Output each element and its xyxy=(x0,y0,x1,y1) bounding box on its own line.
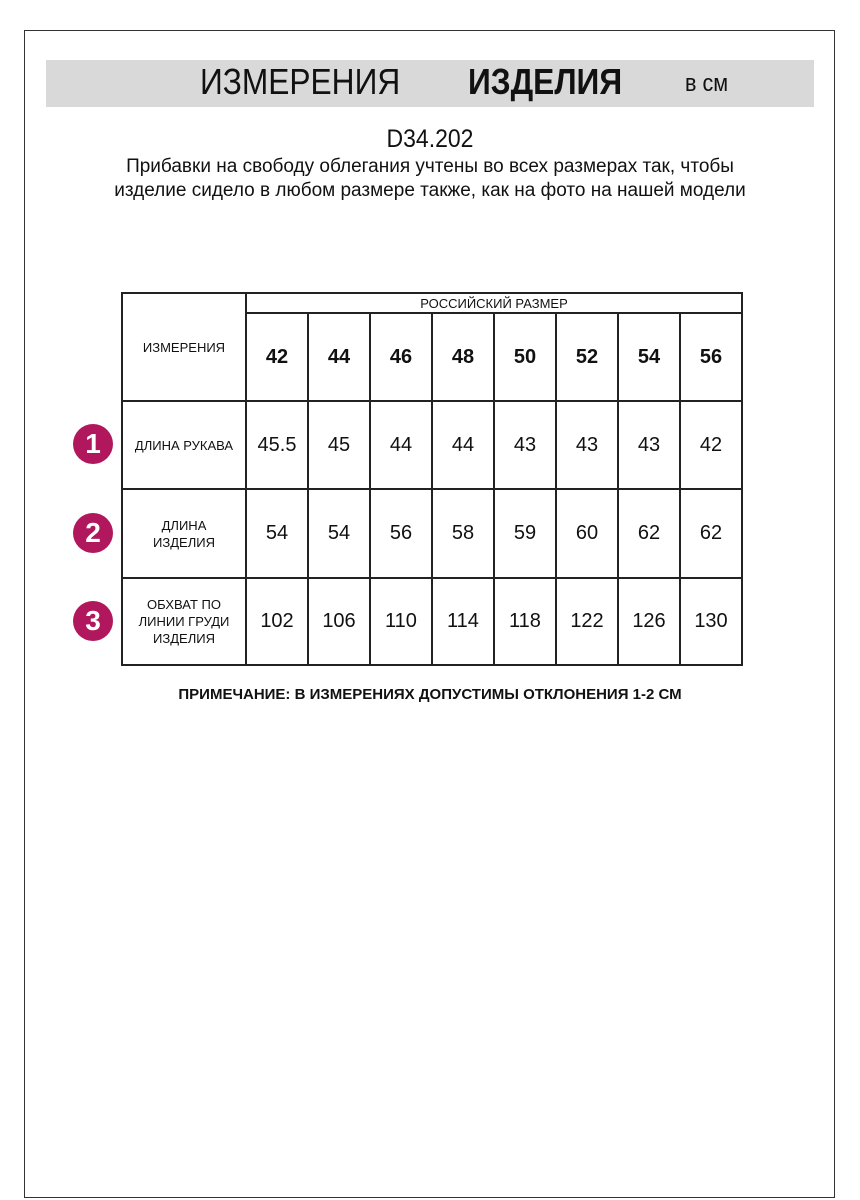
corner-label: ИЗМЕРЕНИЯ xyxy=(121,292,247,402)
title-regular: ИЗМЕРЕНИЯ xyxy=(200,61,401,102)
table-cell: 118 xyxy=(493,577,557,666)
table-cell: 110 xyxy=(369,577,433,666)
row-number-badge: 3 xyxy=(73,601,113,641)
table-cell: 62 xyxy=(679,488,743,579)
title-banner xyxy=(46,60,814,107)
table-cell: 54 xyxy=(245,488,309,579)
table-row: ДЛИНА ИЗДЕЛИЯ 54 54 56 58 59 60 62 62 xyxy=(121,488,743,579)
table-cell: 62 xyxy=(617,488,681,579)
table-cell: 44 xyxy=(369,400,433,490)
size-header: 42 xyxy=(245,312,309,402)
table-cell: 114 xyxy=(431,577,495,666)
table-cell: 130 xyxy=(679,577,743,666)
table-cell: 60 xyxy=(555,488,619,579)
row-number-badge: 1 xyxy=(73,424,113,464)
size-header: 48 xyxy=(431,312,495,402)
product-code: D34.202 xyxy=(386,125,474,153)
table-cell: 45 xyxy=(307,400,371,490)
table-cell: 43 xyxy=(493,400,557,490)
size-header: 46 xyxy=(369,312,433,402)
size-header: 44 xyxy=(307,312,371,402)
size-header: 54 xyxy=(617,312,681,402)
size-header: 52 xyxy=(555,312,619,402)
title-unit: в см xyxy=(685,70,729,97)
row-label: ДЛИНА РУКАВА xyxy=(121,400,247,490)
page-frame xyxy=(24,30,835,1198)
title-bold: ИЗДЕЛИЯ xyxy=(468,61,623,102)
description: Прибавки на свободу облегания учтены во … xyxy=(114,156,746,201)
table-row: ДЛИНА РУКАВА 45.5 45 44 44 43 43 43 42 xyxy=(121,400,743,490)
table-cell: 102 xyxy=(245,577,309,666)
table-cell: 43 xyxy=(617,400,681,490)
table-cell: 56 xyxy=(369,488,433,579)
table-cell: 122 xyxy=(555,577,619,666)
table-cell: 54 xyxy=(307,488,371,579)
table-cell: 43 xyxy=(555,400,619,490)
size-table: ИЗМЕРЕНИЯ РОССИЙСКИЙ РАЗМЕР 42 44 46 48 50 52… xyxy=(121,292,743,666)
table-row: ОБХВАТ ПО ЛИНИИ ГРУДИ ИЗДЕЛИЯ 102 106 110 11… xyxy=(121,577,743,666)
group-label: РОССИЙСКИЙ РАЗМЕР xyxy=(245,292,743,314)
row-label: ОБХВАТ ПО ЛИНИИ ГРУДИ ИЗДЕЛИЯ xyxy=(121,577,247,666)
table-cell: 45.5 xyxy=(245,400,309,490)
row-label: ДЛИНА ИЗДЕЛИЯ xyxy=(121,488,247,579)
size-header: 56 xyxy=(679,312,743,402)
table-cell: 44 xyxy=(431,400,495,490)
table-cell: 42 xyxy=(679,400,743,490)
note: ПРИМЕЧАНИЕ: В ИЗМЕРЕНИЯХ ДОПУСТИМЫ ОТКЛО… xyxy=(178,686,682,703)
size-header: 50 xyxy=(493,312,557,402)
table-cell: 126 xyxy=(617,577,681,666)
table-cell: 106 xyxy=(307,577,371,666)
row-number-badge: 2 xyxy=(73,513,113,553)
table-cell: 59 xyxy=(493,488,557,579)
table-cell: 58 xyxy=(431,488,495,579)
